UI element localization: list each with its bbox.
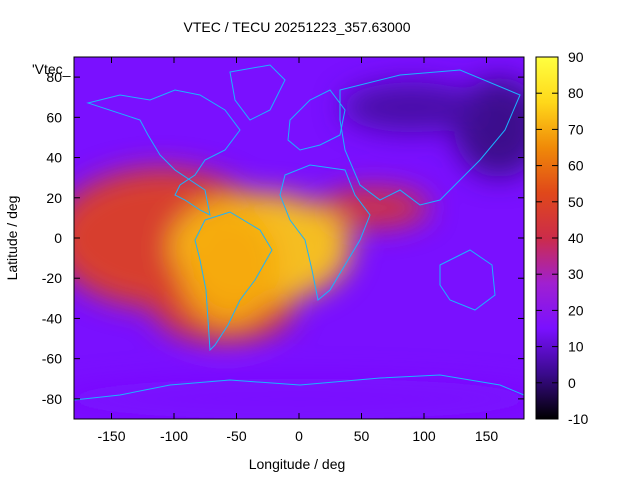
chart-title: VTEC / TECU 20251223_357.63000: [183, 19, 410, 35]
y-tick-label: -60: [42, 351, 62, 367]
heatmap-region: [74, 378, 524, 419]
y-tick-label: 80: [46, 69, 62, 85]
heatmap-region: [180, 208, 281, 329]
y-tick-label: -40: [42, 310, 62, 326]
coast-asia: [339, 69, 521, 206]
heatmap-region: [319, 187, 429, 228]
heatmap-region: [341, 82, 482, 133]
x-tick-label: -150: [97, 428, 125, 444]
coast-north-america: [86, 89, 241, 216]
x-tick-label: -50: [226, 428, 246, 444]
colorbar-tick-label: 70: [568, 121, 584, 137]
colorbar-tick-label: -10: [568, 411, 588, 427]
colorbar-ticks: -10 0 10 20 30 40 50 60 70 80 90: [536, 49, 588, 427]
coast-greenland: [229, 64, 286, 121]
x-axis: -150 -100 -50 0 50 100 150: [97, 57, 498, 444]
colorbar-tick-label: 50: [568, 194, 584, 210]
y-tick-label: 20: [46, 190, 62, 206]
series-key-label: 'Vtec_: [32, 61, 71, 77]
coast-south-america: [194, 211, 273, 352]
colorbar: -10 0 10 20 30 40 50 60 70 80 90: [535, 49, 588, 427]
colorbar-tick-label: 30: [568, 266, 584, 282]
x-tick-label: 100: [412, 428, 436, 444]
heatmap-blobs: [74, 77, 524, 419]
colorbar-tick-label: 80: [568, 85, 584, 101]
colorbar-tick-label: 90: [568, 49, 584, 65]
colorbar-tick-label: 20: [568, 302, 584, 318]
coast-antarctica: [74, 374, 524, 401]
y-axis: -80 -60 -40 -20 0 20 40 60 80: [42, 69, 524, 407]
colorbar-tick-label: 10: [568, 339, 584, 355]
y-tick-label: 40: [46, 150, 62, 166]
x-tick-label: 0: [295, 428, 303, 444]
colorbar-tick-label: 40: [568, 230, 584, 246]
coast-africa: [279, 164, 371, 301]
y-tick-label: 0: [54, 230, 62, 246]
y-tick-label: 60: [46, 109, 62, 125]
x-tick-label: 150: [475, 428, 499, 444]
colorbar-tick-label: 0: [568, 375, 576, 391]
heatmap: [74, 57, 524, 419]
colorbar-tick-label: 60: [568, 158, 584, 174]
y-axis-label: Latitude / deg: [4, 196, 20, 281]
y-tick-label: -80: [42, 391, 62, 407]
x-axis-label: Longitude / deg: [249, 456, 346, 472]
coastlines: [74, 64, 524, 401]
x-tick-label: 50: [354, 428, 370, 444]
coast-europe: [287, 89, 346, 151]
y-tick-label: -20: [42, 270, 62, 286]
x-tick-label: -100: [160, 428, 188, 444]
coast-australia: [439, 249, 496, 311]
